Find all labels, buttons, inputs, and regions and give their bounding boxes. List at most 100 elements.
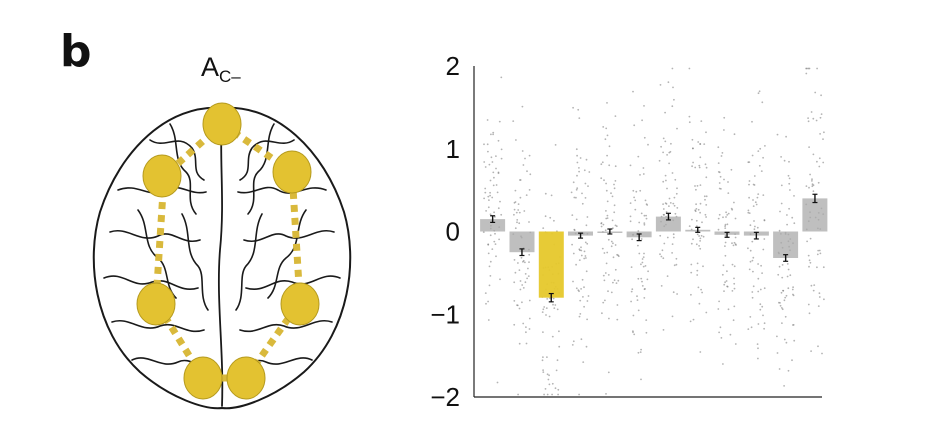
data-point — [608, 164, 611, 167]
data-point — [751, 296, 754, 299]
data-point — [522, 260, 524, 263]
data-point — [542, 227, 545, 230]
data-point — [662, 208, 665, 210]
data-point — [542, 308, 545, 311]
data-point — [575, 263, 577, 266]
data-point — [748, 212, 751, 215]
data-point — [721, 152, 724, 154]
data-point — [547, 378, 550, 381]
data-point — [783, 299, 786, 302]
data-point — [699, 211, 701, 214]
data-point — [642, 173, 645, 175]
data-point — [496, 191, 499, 194]
data-point — [579, 157, 582, 159]
data-point — [578, 259, 581, 261]
data-point — [572, 340, 575, 343]
data-point — [600, 225, 603, 228]
data-point — [518, 269, 521, 271]
data-point — [517, 203, 520, 206]
data-point — [615, 282, 618, 284]
data-point — [700, 288, 702, 291]
data-point — [514, 189, 517, 192]
data-point — [778, 265, 781, 268]
data-point — [489, 191, 491, 194]
data-point — [724, 281, 726, 284]
data-point — [577, 289, 580, 291]
data-point — [666, 275, 669, 277]
data-point — [637, 230, 640, 232]
data-point — [717, 171, 720, 173]
data-point — [607, 290, 609, 293]
data-point — [759, 288, 762, 291]
data-point — [586, 300, 589, 302]
data-point — [488, 284, 491, 287]
data-point — [671, 67, 674, 70]
data-point — [698, 164, 701, 167]
data-point — [733, 305, 736, 308]
data-point — [793, 222, 796, 225]
data-point — [542, 369, 544, 371]
data-point — [614, 115, 617, 117]
data-point — [812, 190, 815, 193]
data-point — [541, 359, 544, 362]
data-point — [584, 255, 587, 257]
data-point — [557, 393, 559, 396]
data-point — [605, 127, 608, 130]
data-point — [731, 242, 733, 245]
data-point — [752, 183, 755, 186]
data-point — [634, 208, 637, 211]
node-frontal-mid — [202, 102, 242, 146]
data-point — [630, 290, 633, 293]
data-point — [671, 172, 674, 174]
data-point — [725, 216, 727, 218]
data-point — [573, 229, 576, 232]
data-point — [819, 252, 822, 255]
data-point — [699, 184, 702, 187]
data-point — [637, 277, 640, 280]
data-point — [585, 270, 588, 273]
data-point — [645, 214, 647, 217]
data-point — [784, 315, 787, 318]
data-point — [703, 195, 706, 198]
data-point — [733, 282, 736, 285]
bar — [802, 198, 828, 232]
data-point — [578, 393, 580, 396]
y-tick-label: −1 — [430, 299, 460, 329]
data-point — [647, 143, 649, 146]
data-point — [488, 265, 491, 268]
data-point — [747, 161, 750, 164]
data-point — [717, 308, 720, 310]
data-point — [817, 305, 820, 307]
data-point — [518, 307, 521, 310]
data-point — [692, 318, 695, 321]
data-point — [552, 297, 555, 300]
data-point — [753, 228, 756, 231]
data-point — [512, 120, 515, 122]
data-point — [639, 189, 642, 192]
data-point — [718, 213, 721, 216]
data-point — [526, 170, 528, 173]
data-point — [578, 117, 581, 119]
data-point — [493, 176, 495, 179]
data-point — [668, 205, 670, 208]
data-point — [490, 156, 493, 159]
data-point — [723, 129, 725, 131]
data-point — [671, 252, 673, 254]
data-point — [660, 255, 663, 258]
data-point — [555, 369, 558, 372]
data-point — [513, 259, 516, 261]
data-point — [780, 291, 783, 294]
data-point — [695, 203, 697, 206]
data-point — [632, 90, 634, 93]
data-point — [497, 172, 500, 175]
data-point — [662, 151, 664, 154]
data-point — [641, 261, 644, 264]
data-point — [701, 221, 703, 224]
data-point — [808, 265, 810, 268]
data-point — [643, 223, 646, 226]
data-point — [515, 211, 518, 214]
data-point — [786, 275, 789, 278]
data-point — [632, 330, 634, 332]
data-point — [822, 161, 825, 164]
data-point — [513, 323, 516, 326]
